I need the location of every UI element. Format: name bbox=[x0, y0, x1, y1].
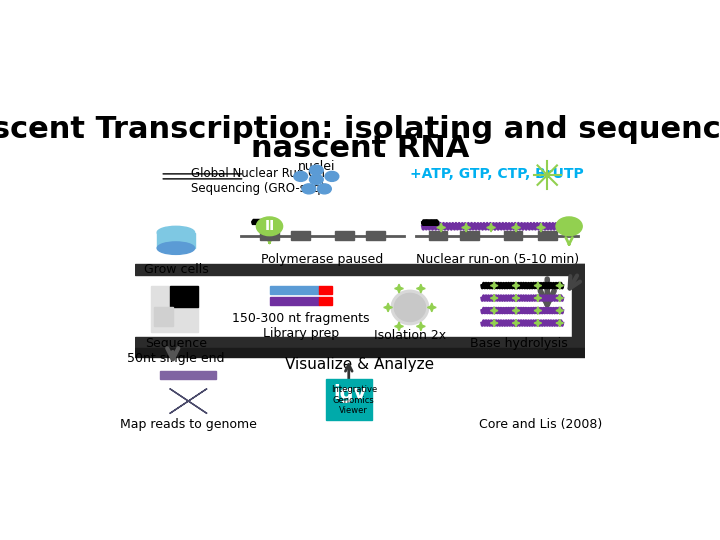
Bar bbox=[320, 297, 332, 305]
Polygon shape bbox=[490, 294, 498, 302]
Text: Isolation 2x: Isolation 2x bbox=[374, 329, 446, 342]
Text: Integrative
Genomics
Viewer: Integrative Genomics Viewer bbox=[330, 386, 377, 415]
Text: Map reads to genome: Map reads to genome bbox=[120, 418, 257, 431]
Text: Grow cells: Grow cells bbox=[143, 262, 208, 275]
Polygon shape bbox=[395, 322, 403, 330]
Bar bbox=[335, 231, 354, 240]
Text: Core and Lis (2008): Core and Lis (2008) bbox=[480, 418, 603, 431]
Polygon shape bbox=[487, 223, 495, 232]
Polygon shape bbox=[512, 223, 521, 232]
Text: nuclei: nuclei bbox=[297, 159, 335, 172]
Text: +ATP, GTP, CTP, BrUTP: +ATP, GTP, CTP, BrUTP bbox=[410, 167, 584, 181]
Bar bbox=[135, 348, 585, 357]
Ellipse shape bbox=[302, 184, 315, 194]
Polygon shape bbox=[534, 319, 541, 327]
Bar bbox=[157, 233, 194, 248]
Text: Base hydrolysis: Base hydrolysis bbox=[470, 338, 568, 350]
Bar bbox=[366, 231, 385, 240]
Polygon shape bbox=[416, 284, 426, 293]
Polygon shape bbox=[534, 294, 541, 302]
Text: Sequence
50nt single end: Sequence 50nt single end bbox=[127, 338, 225, 366]
Text: Nascent Transcription: isolating and sequencing: Nascent Transcription: isolating and seq… bbox=[0, 115, 720, 144]
Ellipse shape bbox=[556, 217, 582, 235]
Polygon shape bbox=[513, 294, 520, 302]
Polygon shape bbox=[384, 303, 392, 312]
Bar bbox=[151, 286, 198, 333]
Text: Global Nuclear Run On
Sequencing (GRO-seq): Global Nuclear Run On Sequencing (GRO-se… bbox=[192, 167, 325, 195]
Ellipse shape bbox=[391, 291, 428, 325]
Polygon shape bbox=[534, 282, 541, 289]
Polygon shape bbox=[556, 294, 564, 302]
Bar bbox=[292, 231, 310, 240]
Ellipse shape bbox=[325, 171, 339, 181]
Polygon shape bbox=[513, 307, 520, 314]
Text: II: II bbox=[264, 219, 274, 233]
Polygon shape bbox=[490, 282, 498, 289]
Polygon shape bbox=[534, 307, 541, 314]
Bar bbox=[260, 231, 279, 240]
Bar bbox=[161, 371, 217, 379]
Bar bbox=[269, 286, 320, 294]
Text: Visualize & Analyze: Visualize & Analyze bbox=[285, 357, 435, 373]
Bar bbox=[170, 286, 198, 307]
Polygon shape bbox=[556, 282, 564, 289]
Text: igv: igv bbox=[334, 383, 367, 403]
Ellipse shape bbox=[294, 171, 307, 181]
Bar bbox=[320, 286, 332, 294]
Polygon shape bbox=[462, 223, 470, 232]
Text: 150-300 nt fragments
Library prep: 150-300 nt fragments Library prep bbox=[232, 313, 369, 340]
Ellipse shape bbox=[157, 226, 194, 239]
Bar bbox=[503, 231, 522, 240]
Bar bbox=[269, 297, 320, 305]
Ellipse shape bbox=[318, 184, 331, 194]
Polygon shape bbox=[437, 223, 446, 232]
Polygon shape bbox=[513, 282, 520, 289]
Polygon shape bbox=[556, 307, 564, 314]
Polygon shape bbox=[513, 319, 520, 327]
Bar bbox=[154, 307, 173, 326]
Text: Nuclear run-on (5-10 min): Nuclear run-on (5-10 min) bbox=[415, 253, 579, 266]
Polygon shape bbox=[490, 319, 498, 327]
PathPatch shape bbox=[170, 389, 207, 414]
Bar bbox=[135, 338, 585, 349]
Bar bbox=[428, 231, 447, 240]
Bar bbox=[538, 231, 557, 240]
Bar bbox=[135, 264, 585, 275]
Polygon shape bbox=[490, 307, 498, 314]
Polygon shape bbox=[416, 322, 426, 330]
Bar bbox=[325, 379, 372, 420]
Ellipse shape bbox=[157, 242, 194, 254]
Text: nascent RNA: nascent RNA bbox=[251, 134, 469, 163]
Polygon shape bbox=[428, 303, 436, 312]
Ellipse shape bbox=[256, 217, 283, 235]
Polygon shape bbox=[536, 223, 545, 232]
Polygon shape bbox=[395, 284, 403, 293]
Text: Polymerase paused: Polymerase paused bbox=[261, 253, 384, 266]
Ellipse shape bbox=[310, 174, 323, 185]
Ellipse shape bbox=[395, 293, 426, 321]
Bar bbox=[572, 264, 585, 339]
Polygon shape bbox=[556, 319, 564, 327]
Ellipse shape bbox=[310, 165, 323, 175]
Bar bbox=[460, 231, 479, 240]
